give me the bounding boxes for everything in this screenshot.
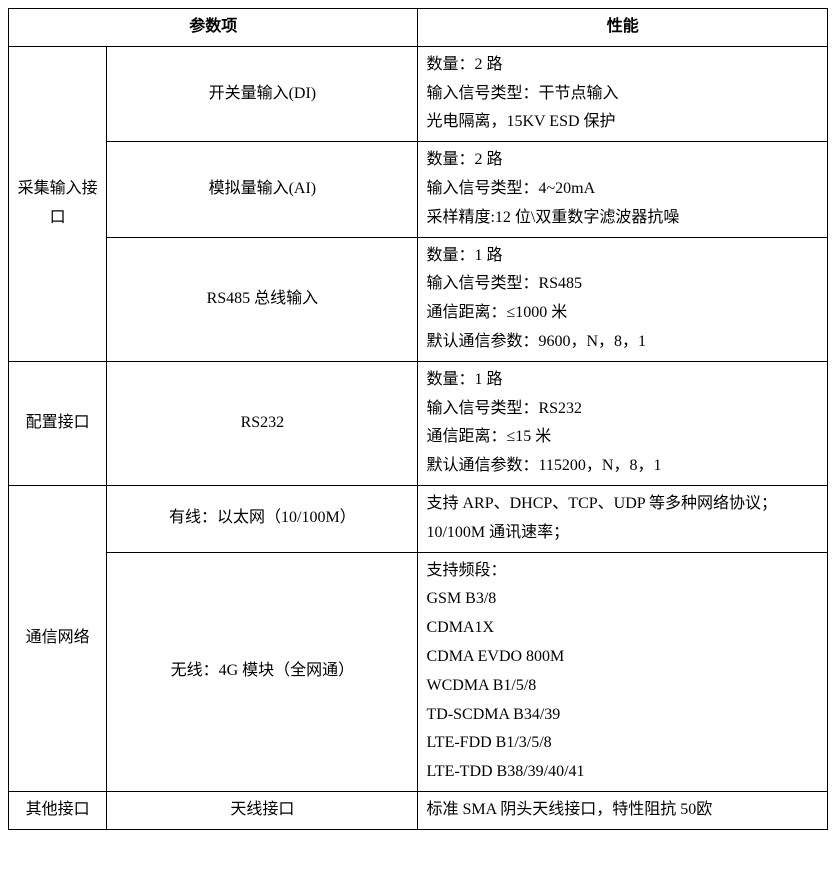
table-row: 配置接口RS232数量：1 路输入信号类型：RS232通信距离：≤15 米默认通…	[9, 361, 828, 485]
table-row: 无线：4G 模块（全网通）支持频段：GSM B3/8CDMA1XCDMA EVD…	[9, 552, 828, 791]
performance-line: WCDMA B1/5/8	[426, 672, 819, 701]
performance-cell: 数量：2 路输入信号类型：4~20mA采样精度:12 位\双重数字滤波器抗噪	[418, 142, 828, 237]
performance-line: 10/100M 通讯速率；	[426, 519, 819, 548]
spec-table: 参数项 性能 采集输入接口开关量输入(DI)数量：2 路输入信号类型：干节点输入…	[8, 8, 828, 830]
performance-cell: 数量：1 路输入信号类型：RS232通信距离：≤15 米默认通信参数：11520…	[418, 361, 828, 485]
table-row: 其他接口天线接口标准 SMA 阴头天线接口，特性阻抗 50欧	[9, 791, 828, 829]
performance-line: 数量：2 路	[426, 51, 819, 80]
performance-line: LTE-FDD B1/3/5/8	[426, 729, 819, 758]
performance-line: 光电隔离，15KV ESD 保护	[426, 108, 819, 137]
param-cell: 开关量输入(DI)	[107, 46, 418, 141]
performance-line: CDMA1X	[426, 614, 819, 643]
performance-line: LTE-TDD B38/39/40/41	[426, 758, 819, 787]
performance-line: 数量：1 路	[426, 242, 819, 271]
param-cell: RS232	[107, 361, 418, 485]
header-param: 参数项	[9, 9, 418, 47]
performance-cell: 数量：2 路输入信号类型：干节点输入光电隔离，15KV ESD 保护	[418, 46, 828, 141]
table-row: RS485 总线输入数量：1 路输入信号类型：RS485通信距离：≤1000 米…	[9, 237, 828, 361]
performance-line: CDMA EVDO 800M	[426, 643, 819, 672]
performance-line: 采样精度:12 位\双重数字滤波器抗噪	[426, 204, 819, 233]
performance-cell: 支持频段：GSM B3/8CDMA1XCDMA EVDO 800MWCDMA B…	[418, 552, 828, 791]
performance-line: TD-SCDMA B34/39	[426, 701, 819, 730]
param-cell: 无线：4G 模块（全网通）	[107, 552, 418, 791]
performance-line: 默认通信参数：9600，N，8，1	[426, 328, 819, 357]
performance-line: 输入信号类型：RS232	[426, 395, 819, 424]
category-cell: 其他接口	[9, 791, 107, 829]
category-cell: 配置接口	[9, 361, 107, 485]
performance-line: 默认通信参数：115200，N，8，1	[426, 452, 819, 481]
table-row: 采集输入接口开关量输入(DI)数量：2 路输入信号类型：干节点输入光电隔离，15…	[9, 46, 828, 141]
performance-line: 标准 SMA 阴头天线接口，特性阻抗 50欧	[426, 796, 819, 825]
performance-line: 支持频段：	[426, 557, 819, 586]
header-row: 参数项 性能	[9, 9, 828, 47]
param-cell: RS485 总线输入	[107, 237, 418, 361]
performance-line: 输入信号类型：干节点输入	[426, 80, 819, 109]
performance-line: GSM B3/8	[426, 585, 819, 614]
category-cell: 采集输入接口	[9, 46, 107, 361]
performance-line: 输入信号类型：4~20mA	[426, 175, 819, 204]
table-row: 模拟量输入(AI)数量：2 路输入信号类型：4~20mA采样精度:12 位\双重…	[9, 142, 828, 237]
header-performance: 性能	[418, 9, 828, 47]
performance-line: 通信距离：≤1000 米	[426, 299, 819, 328]
performance-cell: 数量：1 路输入信号类型：RS485通信距离：≤1000 米默认通信参数：960…	[418, 237, 828, 361]
spec-table-body: 采集输入接口开关量输入(DI)数量：2 路输入信号类型：干节点输入光电隔离，15…	[9, 46, 828, 829]
table-row: 通信网络有线：以太网（10/100M）支持 ARP、DHCP、TCP、UDP 等…	[9, 485, 828, 552]
performance-line: 支持 ARP、DHCP、TCP、UDP 等多种网络协议；	[426, 490, 819, 519]
performance-cell: 支持 ARP、DHCP、TCP、UDP 等多种网络协议；10/100M 通讯速率…	[418, 485, 828, 552]
param-cell: 模拟量输入(AI)	[107, 142, 418, 237]
performance-line: 输入信号类型：RS485	[426, 270, 819, 299]
param-cell: 有线：以太网（10/100M）	[107, 485, 418, 552]
performance-line: 通信距离：≤15 米	[426, 423, 819, 452]
performance-line: 数量：2 路	[426, 146, 819, 175]
category-cell: 通信网络	[9, 485, 107, 791]
param-cell: 天线接口	[107, 791, 418, 829]
performance-line: 数量：1 路	[426, 366, 819, 395]
performance-cell: 标准 SMA 阴头天线接口，特性阻抗 50欧	[418, 791, 828, 829]
